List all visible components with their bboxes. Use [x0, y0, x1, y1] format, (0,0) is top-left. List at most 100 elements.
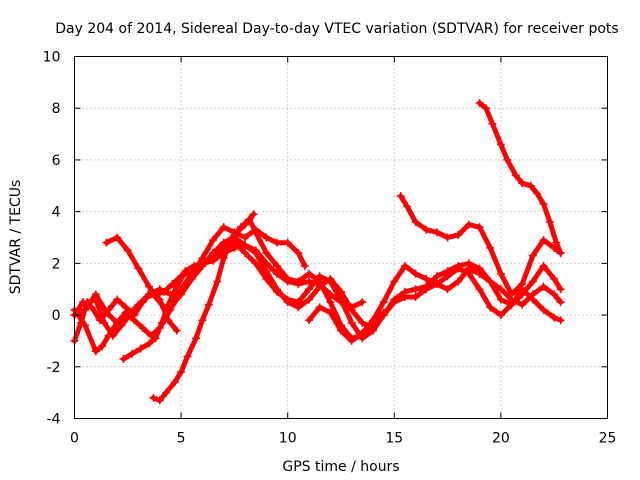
data-point — [102, 238, 111, 247]
data-point — [337, 295, 345, 304]
data-point — [245, 215, 254, 224]
data-point — [300, 261, 309, 270]
data-point — [145, 339, 154, 348]
data-point — [368, 326, 377, 335]
data-point — [422, 225, 431, 234]
data-point — [249, 210, 258, 219]
x-axis-label: GPS time / hours — [282, 459, 399, 475]
data-point — [411, 285, 420, 294]
data-point — [164, 300, 173, 309]
data-point — [209, 251, 218, 260]
data-point — [198, 316, 207, 325]
data-point — [347, 336, 356, 345]
series-track-c — [70, 241, 367, 356]
data-point — [556, 316, 565, 325]
data-point — [533, 189, 542, 198]
data-point — [556, 298, 565, 307]
data-point — [511, 171, 520, 180]
data-point — [262, 274, 271, 283]
data-point — [170, 378, 179, 387]
data-point — [347, 305, 356, 314]
data-point — [507, 300, 516, 309]
data-point — [262, 233, 271, 242]
data-point — [464, 259, 473, 268]
data-point — [496, 140, 505, 149]
data-point — [204, 300, 213, 309]
data-point — [443, 233, 452, 242]
data-point — [213, 277, 222, 286]
data-point — [157, 318, 166, 327]
data-point — [155, 285, 164, 294]
data-point — [518, 300, 527, 309]
data-point — [172, 282, 181, 291]
y-tick-label: 10 — [43, 50, 61, 66]
data-point — [128, 349, 137, 358]
data-point — [305, 269, 314, 278]
data-point — [113, 318, 122, 327]
data-point — [503, 155, 512, 164]
data-point — [113, 233, 122, 242]
data-point — [454, 277, 463, 286]
data-point — [181, 267, 190, 276]
data-point — [422, 282, 431, 291]
data-point — [138, 298, 147, 307]
data-point — [155, 295, 164, 304]
data-point — [91, 290, 100, 299]
data-point — [432, 272, 441, 281]
x-tick-label: 15 — [385, 431, 403, 447]
data-point — [556, 249, 565, 258]
data-point — [79, 298, 88, 307]
data-point — [475, 223, 484, 232]
data-point — [507, 290, 516, 299]
data-point — [134, 264, 143, 273]
data-point — [113, 295, 122, 304]
data-point — [241, 249, 250, 258]
data-point — [454, 230, 463, 239]
data-point — [219, 223, 228, 232]
data-point — [539, 305, 548, 314]
data-point — [347, 318, 356, 327]
data-point — [315, 303, 324, 312]
data-point — [283, 238, 292, 247]
data-point — [198, 259, 207, 268]
data-point — [432, 228, 441, 237]
data-point — [400, 287, 409, 296]
data-point — [315, 277, 324, 286]
data-point — [390, 295, 399, 304]
data-point — [251, 228, 260, 237]
data-point — [81, 305, 90, 314]
data-point — [151, 334, 160, 343]
data-point — [104, 331, 113, 340]
data-point — [187, 274, 196, 283]
data-point — [403, 202, 412, 211]
data-point — [104, 305, 113, 314]
data-point — [496, 311, 505, 320]
data-point — [475, 264, 484, 273]
data-point — [432, 280, 441, 289]
y-tick-label: 8 — [52, 101, 61, 117]
data-point — [550, 290, 559, 299]
data-point — [481, 104, 490, 113]
data-point — [251, 259, 260, 268]
data-point — [91, 347, 100, 356]
data-point — [464, 269, 473, 278]
data-point — [475, 99, 484, 108]
data-point — [98, 342, 107, 351]
data-point — [183, 352, 192, 361]
data-point — [326, 308, 335, 317]
series-track-e — [119, 238, 565, 364]
data-point — [550, 313, 559, 322]
data-point — [177, 367, 186, 376]
data-point — [390, 277, 399, 286]
data-point — [241, 233, 250, 242]
x-tick-label: 0 — [70, 431, 79, 447]
data-point — [123, 246, 132, 255]
data-point — [486, 303, 495, 312]
data-point — [556, 285, 565, 294]
data-point — [164, 316, 173, 325]
data-point — [396, 192, 405, 201]
data-point — [496, 269, 505, 278]
data-point — [400, 261, 409, 270]
data-point — [358, 318, 367, 327]
data-point — [136, 344, 145, 353]
